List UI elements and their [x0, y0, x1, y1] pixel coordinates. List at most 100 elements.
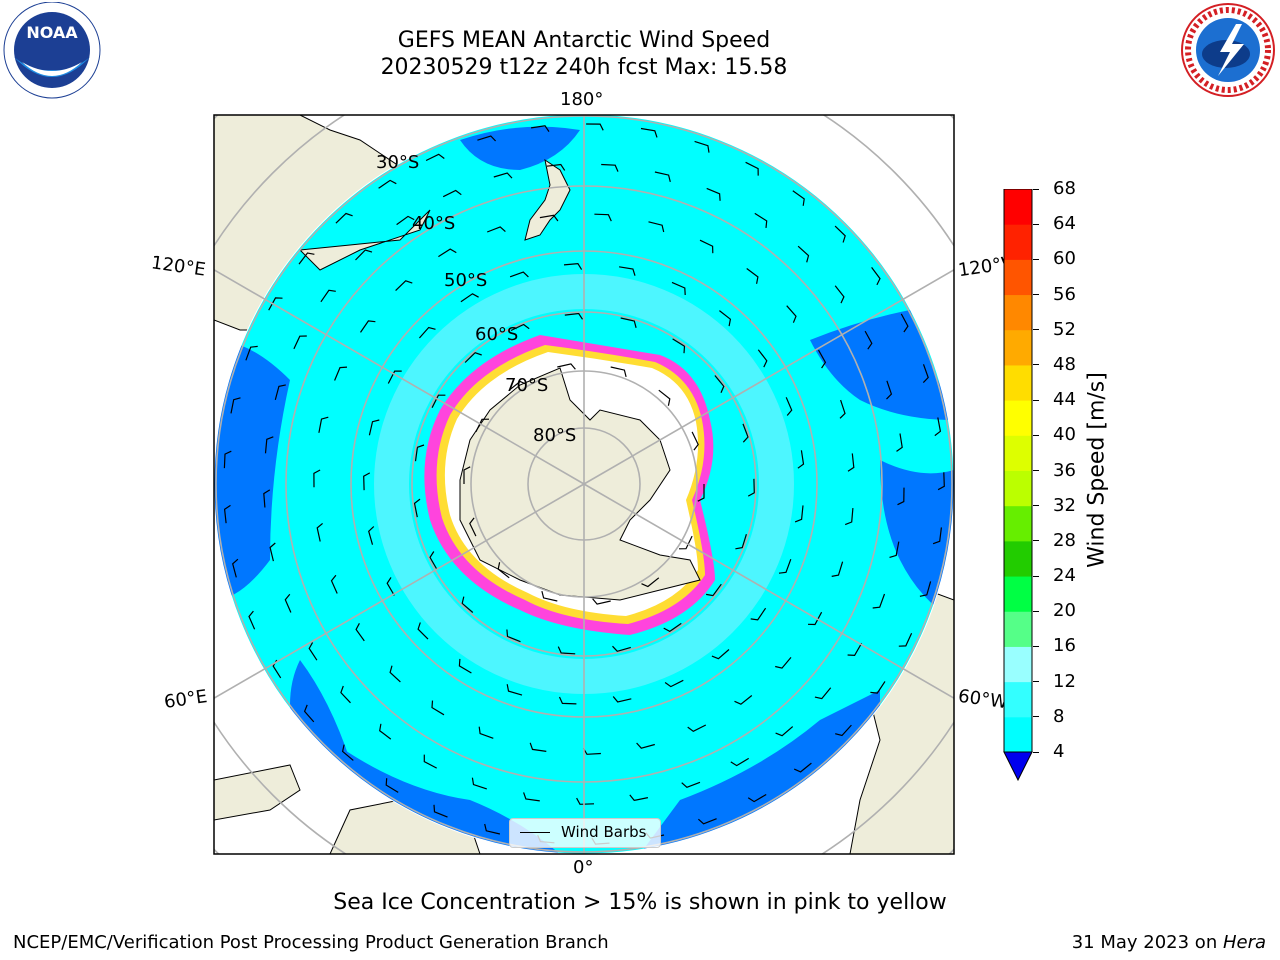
- colorbar-tick-mark: [1033, 223, 1039, 225]
- wind-barb: [747, 793, 767, 803]
- colorbar-segment: [1004, 576, 1032, 612]
- wind-barb: [232, 558, 239, 578]
- wind-barb: [619, 266, 636, 276]
- noaa-logo: NOAA: [2, 1, 102, 102]
- wind-barb: [557, 646, 576, 655]
- wind-barb: [303, 704, 315, 723]
- sea-ice-caption: Sea Ice Concentration > 15% is shown in …: [333, 890, 947, 915]
- wind-barb: [546, 163, 566, 171]
- colorbar: [1003, 188, 1033, 782]
- polar-map: [213, 114, 955, 855]
- lon-label-120e: 120°E: [149, 252, 207, 281]
- colorbar-segment: [1004, 400, 1032, 436]
- footer-date-text: 31 May 2023 on: [1071, 932, 1223, 953]
- wind-barb: [576, 797, 595, 805]
- colorbar-tick-mark: [1033, 681, 1039, 683]
- wind-barb: [834, 285, 845, 304]
- map-frame: [213, 114, 955, 855]
- wind-barb: [497, 562, 510, 579]
- wind-barb: [460, 293, 479, 303]
- colorbar-frame: [1003, 188, 1033, 753]
- colorbar-label: Wind Speed [m/s]: [1084, 372, 1110, 568]
- legend-label: Wind Barbs: [561, 823, 647, 841]
- wind-barb: [592, 598, 611, 605]
- wind-barb: [230, 397, 241, 414]
- wind-barb: [414, 444, 425, 462]
- wind-barb: [523, 792, 540, 802]
- wind-barb: [778, 558, 792, 574]
- colorbar-segment: [1004, 435, 1032, 471]
- wind-barb: [797, 450, 805, 469]
- footer-branch: NCEP/EMC/Verification Post Processing Pr…: [13, 932, 609, 953]
- colorbar-tick-label: 8: [1053, 705, 1065, 727]
- wind-barb: [847, 453, 855, 472]
- wind-barb: [429, 551, 438, 570]
- wind-barb: [368, 419, 380, 436]
- wind-barb: [330, 574, 338, 594]
- wind-barb: [775, 726, 794, 737]
- wind-barb: [431, 700, 445, 716]
- wind-barb: [417, 622, 429, 640]
- wind-barb: [735, 534, 747, 550]
- wind-barb: [313, 469, 321, 488]
- wind-barb: [263, 489, 271, 508]
- lat-label-80s: 80°S: [533, 425, 577, 446]
- colorbar-tick-mark: [1033, 610, 1039, 612]
- wind-barb: [506, 629, 521, 643]
- colorbar-tick-mark: [1033, 751, 1039, 753]
- colorbar-tick-label: 24: [1053, 565, 1076, 587]
- wind-barb: [612, 696, 632, 703]
- wind-barb: [464, 352, 482, 363]
- wind-barb: [385, 778, 399, 793]
- wind-barb: [558, 696, 577, 705]
- wind-barb: [629, 794, 649, 802]
- wind-barb: [557, 363, 576, 370]
- madagascar-landmass: [214, 764, 301, 821]
- wind-barb: [463, 466, 471, 484]
- wind-barb: [900, 313, 909, 333]
- wind-barb: [274, 384, 286, 401]
- wind-barb: [477, 135, 497, 142]
- new-zealand-landmass: [524, 158, 571, 241]
- wind-barbs: [223, 123, 945, 845]
- wind-barb: [654, 171, 671, 183]
- wind-barb: [368, 526, 375, 545]
- lon-label-180: 180°: [560, 89, 604, 110]
- wind-barb: [705, 583, 722, 597]
- wind-barb-legend-line: [520, 832, 550, 833]
- wind-barb: [386, 577, 395, 596]
- colorbar-segment: [1004, 681, 1032, 718]
- wind-barb: [797, 245, 810, 263]
- wind-barb: [264, 436, 274, 454]
- colorbar-tick-mark: [1033, 399, 1039, 401]
- wind-barb: [493, 172, 513, 179]
- colorbar-tick-mark: [1033, 575, 1039, 577]
- colorbar-tick-mark: [1033, 188, 1039, 190]
- wind-barb: [934, 417, 942, 437]
- map-title: GEFS MEAN Antarctic Wind Speed: [397, 28, 771, 53]
- colorbar-under-arrow: [1003, 751, 1033, 782]
- wind-barb: [355, 623, 365, 642]
- wind-barb: [834, 225, 846, 243]
- wind-barb: [785, 397, 793, 416]
- wind-barb: [886, 380, 893, 400]
- wind-barb: [387, 370, 402, 384]
- wind-barb: [775, 657, 792, 669]
- lat-label-50s: 50°S: [444, 270, 488, 291]
- wind-barb: [730, 757, 750, 767]
- wind-barb: [620, 317, 637, 328]
- wind-barb: [664, 679, 684, 688]
- wind-barb: [245, 345, 258, 361]
- colorbar-tick-label: 44: [1053, 389, 1076, 411]
- wind-barb: [508, 380, 527, 391]
- wind-barb: [671, 281, 686, 296]
- wind-barb: [746, 268, 759, 284]
- colorbar-tick-label: 12: [1053, 670, 1076, 692]
- wind-barb: [719, 310, 732, 327]
- wind-barb: [636, 742, 655, 749]
- colorbar-tick-label: 48: [1053, 353, 1076, 375]
- wind-barb: [378, 179, 397, 189]
- wind-barb: [316, 522, 323, 542]
- wind-barb: [442, 189, 462, 198]
- wind-barb: [529, 742, 547, 752]
